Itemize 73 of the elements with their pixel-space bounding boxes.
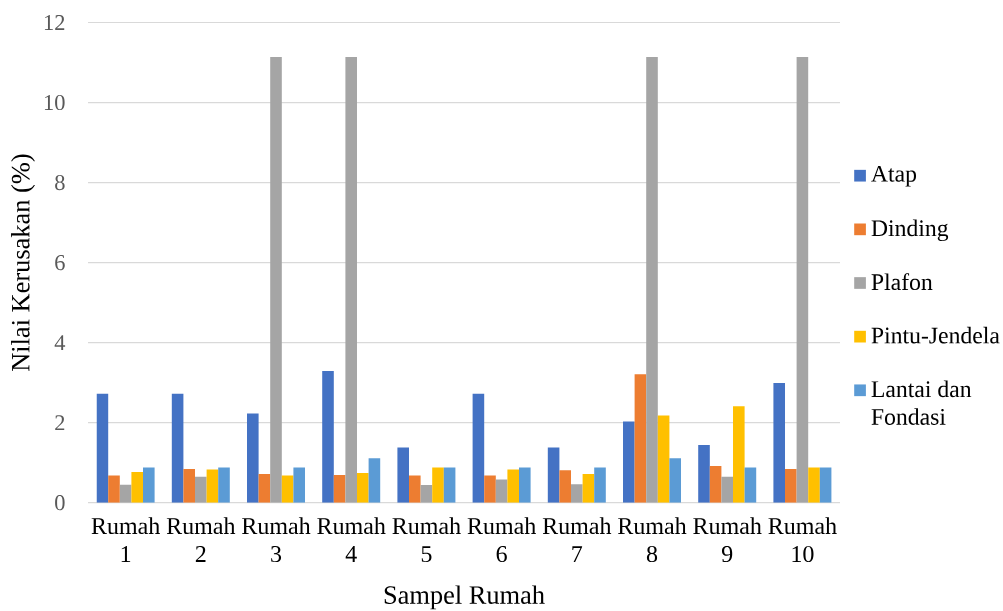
bar xyxy=(322,371,334,503)
bar xyxy=(333,475,346,503)
bar xyxy=(206,469,219,503)
bar xyxy=(195,476,207,503)
bar xyxy=(733,406,745,503)
bar xyxy=(183,469,195,503)
bar xyxy=(507,469,520,503)
x-tick-label: Rumah 1 xyxy=(91,517,160,562)
bar xyxy=(357,473,369,503)
y-tick-label: 8 xyxy=(55,174,65,191)
x-axis-title: Sampel Rumah xyxy=(384,585,545,610)
bar xyxy=(623,421,635,503)
x-tick-label: Rumah 10 xyxy=(768,517,837,563)
y-axis-title: Nilai Kerusakan (%) xyxy=(11,154,35,372)
x-tick-label: Rumah 8 xyxy=(618,517,687,563)
bar xyxy=(634,374,647,503)
x-tick-label: Rumah 7 xyxy=(542,517,612,562)
bar xyxy=(484,475,496,503)
y-tick-label: 0 xyxy=(55,495,65,511)
y-tick-label: 12 xyxy=(44,15,65,30)
bar xyxy=(143,467,155,503)
bar xyxy=(657,415,670,503)
bar xyxy=(519,467,531,503)
legend-label: Dinding xyxy=(871,219,949,242)
bar xyxy=(669,458,682,503)
bar xyxy=(108,475,120,503)
bar xyxy=(808,467,820,503)
x-tick-label: Rumah 6 xyxy=(467,517,536,563)
x-tick-label: Rumah 4 xyxy=(317,517,386,562)
x-tick-label: Rumah 9 xyxy=(693,517,762,563)
bar xyxy=(171,393,184,503)
bar xyxy=(409,475,421,503)
legend-label: Pintu-Jendela xyxy=(871,326,1000,344)
legend-label: Plafon xyxy=(871,273,933,291)
x-tick-label: Rumah 2 xyxy=(166,517,236,562)
bar xyxy=(495,479,508,503)
bar xyxy=(785,469,797,503)
bar xyxy=(547,447,560,503)
bar xyxy=(744,467,757,503)
bar xyxy=(582,473,595,503)
bar xyxy=(432,467,444,503)
x-tick-label: Rumah 3 xyxy=(242,517,311,563)
bar xyxy=(345,56,357,503)
bar xyxy=(571,484,583,503)
y-tick-label: 6 xyxy=(55,255,65,271)
bar xyxy=(420,485,433,503)
legend-label: Atap xyxy=(871,165,917,187)
y-tick-label: 2 xyxy=(55,415,65,431)
bar xyxy=(258,473,271,503)
bar xyxy=(281,475,294,503)
bar xyxy=(96,393,109,503)
bar xyxy=(270,56,282,503)
bar xyxy=(368,458,381,503)
bar xyxy=(819,467,832,503)
bar xyxy=(796,56,809,503)
y-tick-label: 10 xyxy=(44,94,65,111)
x-tick-label: Rumah 5 xyxy=(392,517,461,563)
bar xyxy=(443,467,456,503)
y-tick-label: 4 xyxy=(54,335,66,351)
legend-label: Lantai dan Fondasi xyxy=(871,380,972,425)
bar xyxy=(472,393,485,503)
bar xyxy=(646,56,658,503)
bar xyxy=(594,467,606,503)
bar xyxy=(397,447,410,503)
bar xyxy=(559,470,572,503)
bar xyxy=(721,476,734,503)
bar xyxy=(773,383,786,503)
bar xyxy=(218,467,230,503)
bar xyxy=(247,413,259,503)
bar xyxy=(131,471,143,503)
bar xyxy=(698,445,710,503)
bar xyxy=(709,465,722,503)
bar xyxy=(293,467,306,503)
